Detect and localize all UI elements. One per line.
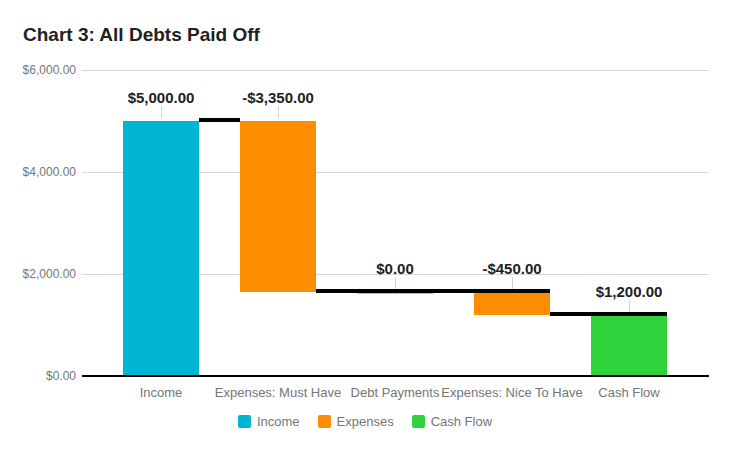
x-axis-line — [82, 375, 709, 377]
x-axis-category-label: Income — [140, 386, 183, 399]
bar-value-label: -$450.00 — [482, 261, 541, 276]
bar-expenses-nice-to-have[interactable] — [474, 292, 550, 315]
legend-label: Cash Flow — [431, 414, 492, 429]
bar-expenses-must-have[interactable] — [240, 121, 316, 292]
x-axis-category-label: Expenses: Must Have — [215, 386, 341, 399]
plot-area: $0.00 $2,000.00 $4,000.00 $6,000.00 $5,000.0… — [0, 0, 730, 451]
bar-value-label: $1,200.00 — [596, 284, 663, 299]
y-axis-tick-label: $0.00 — [0, 369, 76, 383]
legend-swatch — [238, 415, 251, 428]
label-leader-line — [395, 277, 396, 289]
bar-value-label: $5,000.00 — [128, 90, 195, 105]
label-leader-line — [629, 300, 630, 312]
label-leader-line — [278, 106, 279, 118]
y-axis-tick-label: $4,000.00 — [0, 165, 76, 179]
connector-line — [199, 118, 240, 122]
y-axis-tick-label: $2,000.00 — [0, 267, 76, 281]
legend-item-cash-flow: Cash Flow — [412, 414, 492, 429]
legend-swatch — [318, 415, 331, 428]
legend-swatch — [412, 415, 425, 428]
legend: Income Expenses Cash Flow — [0, 413, 730, 430]
legend-item-income: Income — [238, 414, 300, 429]
legend-label: Expenses — [337, 414, 394, 429]
connector-line — [550, 312, 667, 316]
waterfall-chart: Chart 3: All Debts Paid Off $0.00$2,000.… — [0, 0, 730, 451]
bar-value-label: -$3,350.00 — [242, 90, 314, 105]
connector-line — [316, 289, 550, 293]
label-leader-line — [161, 106, 162, 118]
legend-label: Income — [257, 414, 300, 429]
bar-income[interactable] — [123, 121, 199, 376]
x-axis-category-label: Cash Flow — [598, 386, 659, 399]
bar-value-label: $0.00 — [376, 261, 414, 276]
label-leader-line — [512, 277, 513, 289]
gridline — [82, 70, 709, 71]
x-axis-category-label: Expenses: Nice To Have — [441, 386, 582, 399]
bar-cash-flow[interactable] — [591, 315, 667, 376]
legend-item-expenses: Expenses — [318, 414, 394, 429]
x-axis-category-label: Debt Payments — [351, 386, 440, 399]
y-axis-tick-label: $6,000.00 — [0, 63, 76, 77]
